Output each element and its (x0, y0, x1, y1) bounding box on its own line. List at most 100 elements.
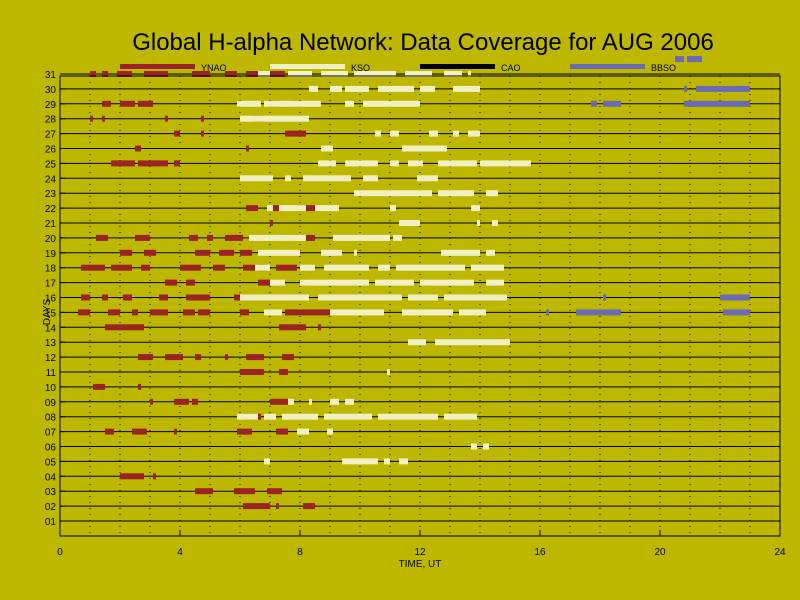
coverage-bar-kso (354, 71, 396, 77)
coverage-bar-kso (321, 249, 342, 256)
coverage-bar-ynao (135, 145, 141, 152)
chart-title: Global H-alpha Network: Data Coverage fo… (132, 29, 714, 56)
coverage-bar-ynao (303, 503, 315, 510)
y-tick-label: 26 (45, 145, 57, 156)
x-axis-label: TIME, UT (399, 559, 442, 570)
coverage-bar-ynao (96, 234, 108, 241)
coverage-bar-ynao (138, 383, 141, 390)
coverage-bar-ynao (174, 160, 180, 167)
y-axis-ticks: 01 02 03 04 05 06 07 08 09 10 11 12 13 14 15 16 17 18 19 20… (45, 70, 65, 528)
coverage-bar-ynao (186, 279, 195, 286)
coverage-bar-kso (237, 100, 261, 107)
coverage-bar-ynao (195, 249, 210, 256)
coverage-bar-kso (285, 175, 291, 182)
coverage-bar-kso (354, 249, 357, 256)
coverage-bar-kso (300, 264, 315, 271)
coverage-bar-ynao (180, 264, 201, 271)
coverage-bar-kso (402, 145, 447, 152)
coverage-bar-kso (420, 279, 474, 286)
coverage-bar-kso (240, 115, 309, 122)
coverage-bar-ynao (207, 234, 213, 241)
y-tick-label: 14 (45, 323, 57, 334)
coverage-bar-kso (468, 71, 471, 77)
coverage-bar-kso (288, 71, 312, 77)
y-tick-label: 12 (45, 353, 57, 364)
coverage-bar-kso (255, 264, 270, 271)
coverage-bar-kso (486, 249, 495, 256)
coverage-bar-kso (483, 443, 489, 450)
coverage-bar-ynao (165, 279, 177, 286)
coverage-bar-kso (318, 294, 402, 301)
coverage-bar-ynao (246, 354, 264, 361)
coverage-bar-kso (327, 428, 333, 435)
coverage-bar-kso (330, 398, 339, 405)
coverage-bar-ynao (213, 264, 225, 271)
coverage-bar-kso (321, 71, 348, 77)
coverage-bar-kso (315, 205, 339, 212)
coverage-bar-ynao (81, 294, 90, 301)
coverage-bar-ynao (108, 309, 120, 316)
y-tick-label: 29 (45, 100, 57, 111)
coverage-bar-ynao (81, 264, 105, 271)
y-tick-label: 01 (45, 517, 57, 528)
coverage-bar-bbso (603, 294, 606, 301)
coverage-bar-bbso (591, 100, 597, 107)
coverage-bar-ynao (123, 294, 132, 301)
coverage-bar-kso (300, 279, 369, 286)
coverage-bar-kso (453, 130, 459, 137)
y-tick-label: 04 (45, 472, 57, 483)
coverage-bar-ynao (279, 324, 306, 331)
coverage-bar-kso (267, 205, 273, 212)
y-tick-label: 15 (45, 308, 57, 319)
coverage-bar-ynao (276, 428, 288, 435)
coverage-bar-ynao (270, 220, 273, 226)
x-axis-ticks: 0 4 8 12 16 20 24 (57, 530, 786, 558)
coverage-bar-ynao (144, 249, 156, 256)
coverage-bar-ynao (243, 264, 255, 271)
coverage-bar-bbso (546, 309, 549, 316)
coverage-bar-ynao (243, 503, 270, 510)
y-tick-label: 10 (45, 383, 57, 394)
y-tick-label: 17 (45, 279, 57, 290)
coverage-bar-bbso (603, 100, 621, 107)
coverage-bar-ynao (192, 71, 210, 77)
coverage-bar-ynao (234, 488, 255, 495)
coverage-bar-ynao (105, 324, 144, 331)
coverage-bar-kso (408, 160, 423, 167)
y-tick-label: 13 (45, 338, 57, 349)
y-tick-label: 23 (45, 189, 57, 200)
coverage-bar-kso (471, 205, 480, 212)
coverage-bar-ynao (138, 160, 168, 167)
coverage-bar-ynao (102, 294, 108, 301)
y-tick-label: 08 (45, 413, 57, 424)
coverage-bar-kso (375, 130, 381, 137)
coverage-bar-kso (417, 175, 438, 182)
y-tick-label: 06 (45, 443, 57, 454)
legend-swatch (420, 64, 495, 69)
coverage-bar-ynao (192, 398, 198, 405)
grid (60, 73, 780, 536)
coverage-bar-ynao (285, 309, 333, 316)
coverage-bar-ynao (141, 264, 150, 271)
coverage-bar-kso (297, 428, 309, 435)
coverage-bar-bbso (684, 85, 687, 92)
x-tick-label: 24 (774, 547, 786, 558)
y-tick-label: 03 (45, 487, 57, 498)
coverage-bar-ynao (201, 130, 204, 137)
coverage-bar-kso (321, 145, 333, 152)
legend-swatch (270, 64, 345, 69)
y-tick-label: 30 (45, 85, 57, 96)
coverage-bar-kso (324, 264, 369, 271)
legend-label: CAO (501, 63, 521, 73)
coverage-bar-ynao (132, 428, 147, 435)
coverage-bar-ynao (273, 205, 279, 212)
coverage-bar-ynao (258, 279, 270, 286)
coverage-bar-ynao (279, 369, 288, 375)
coverage-bar-kso (471, 264, 504, 271)
coverage-bar-ynao (267, 71, 285, 77)
coverage-bar-kso (420, 85, 435, 92)
coverage-bar-kso (429, 130, 438, 137)
coverage-bar-kso (354, 190, 432, 197)
coverage-bar-ynao (165, 354, 183, 361)
